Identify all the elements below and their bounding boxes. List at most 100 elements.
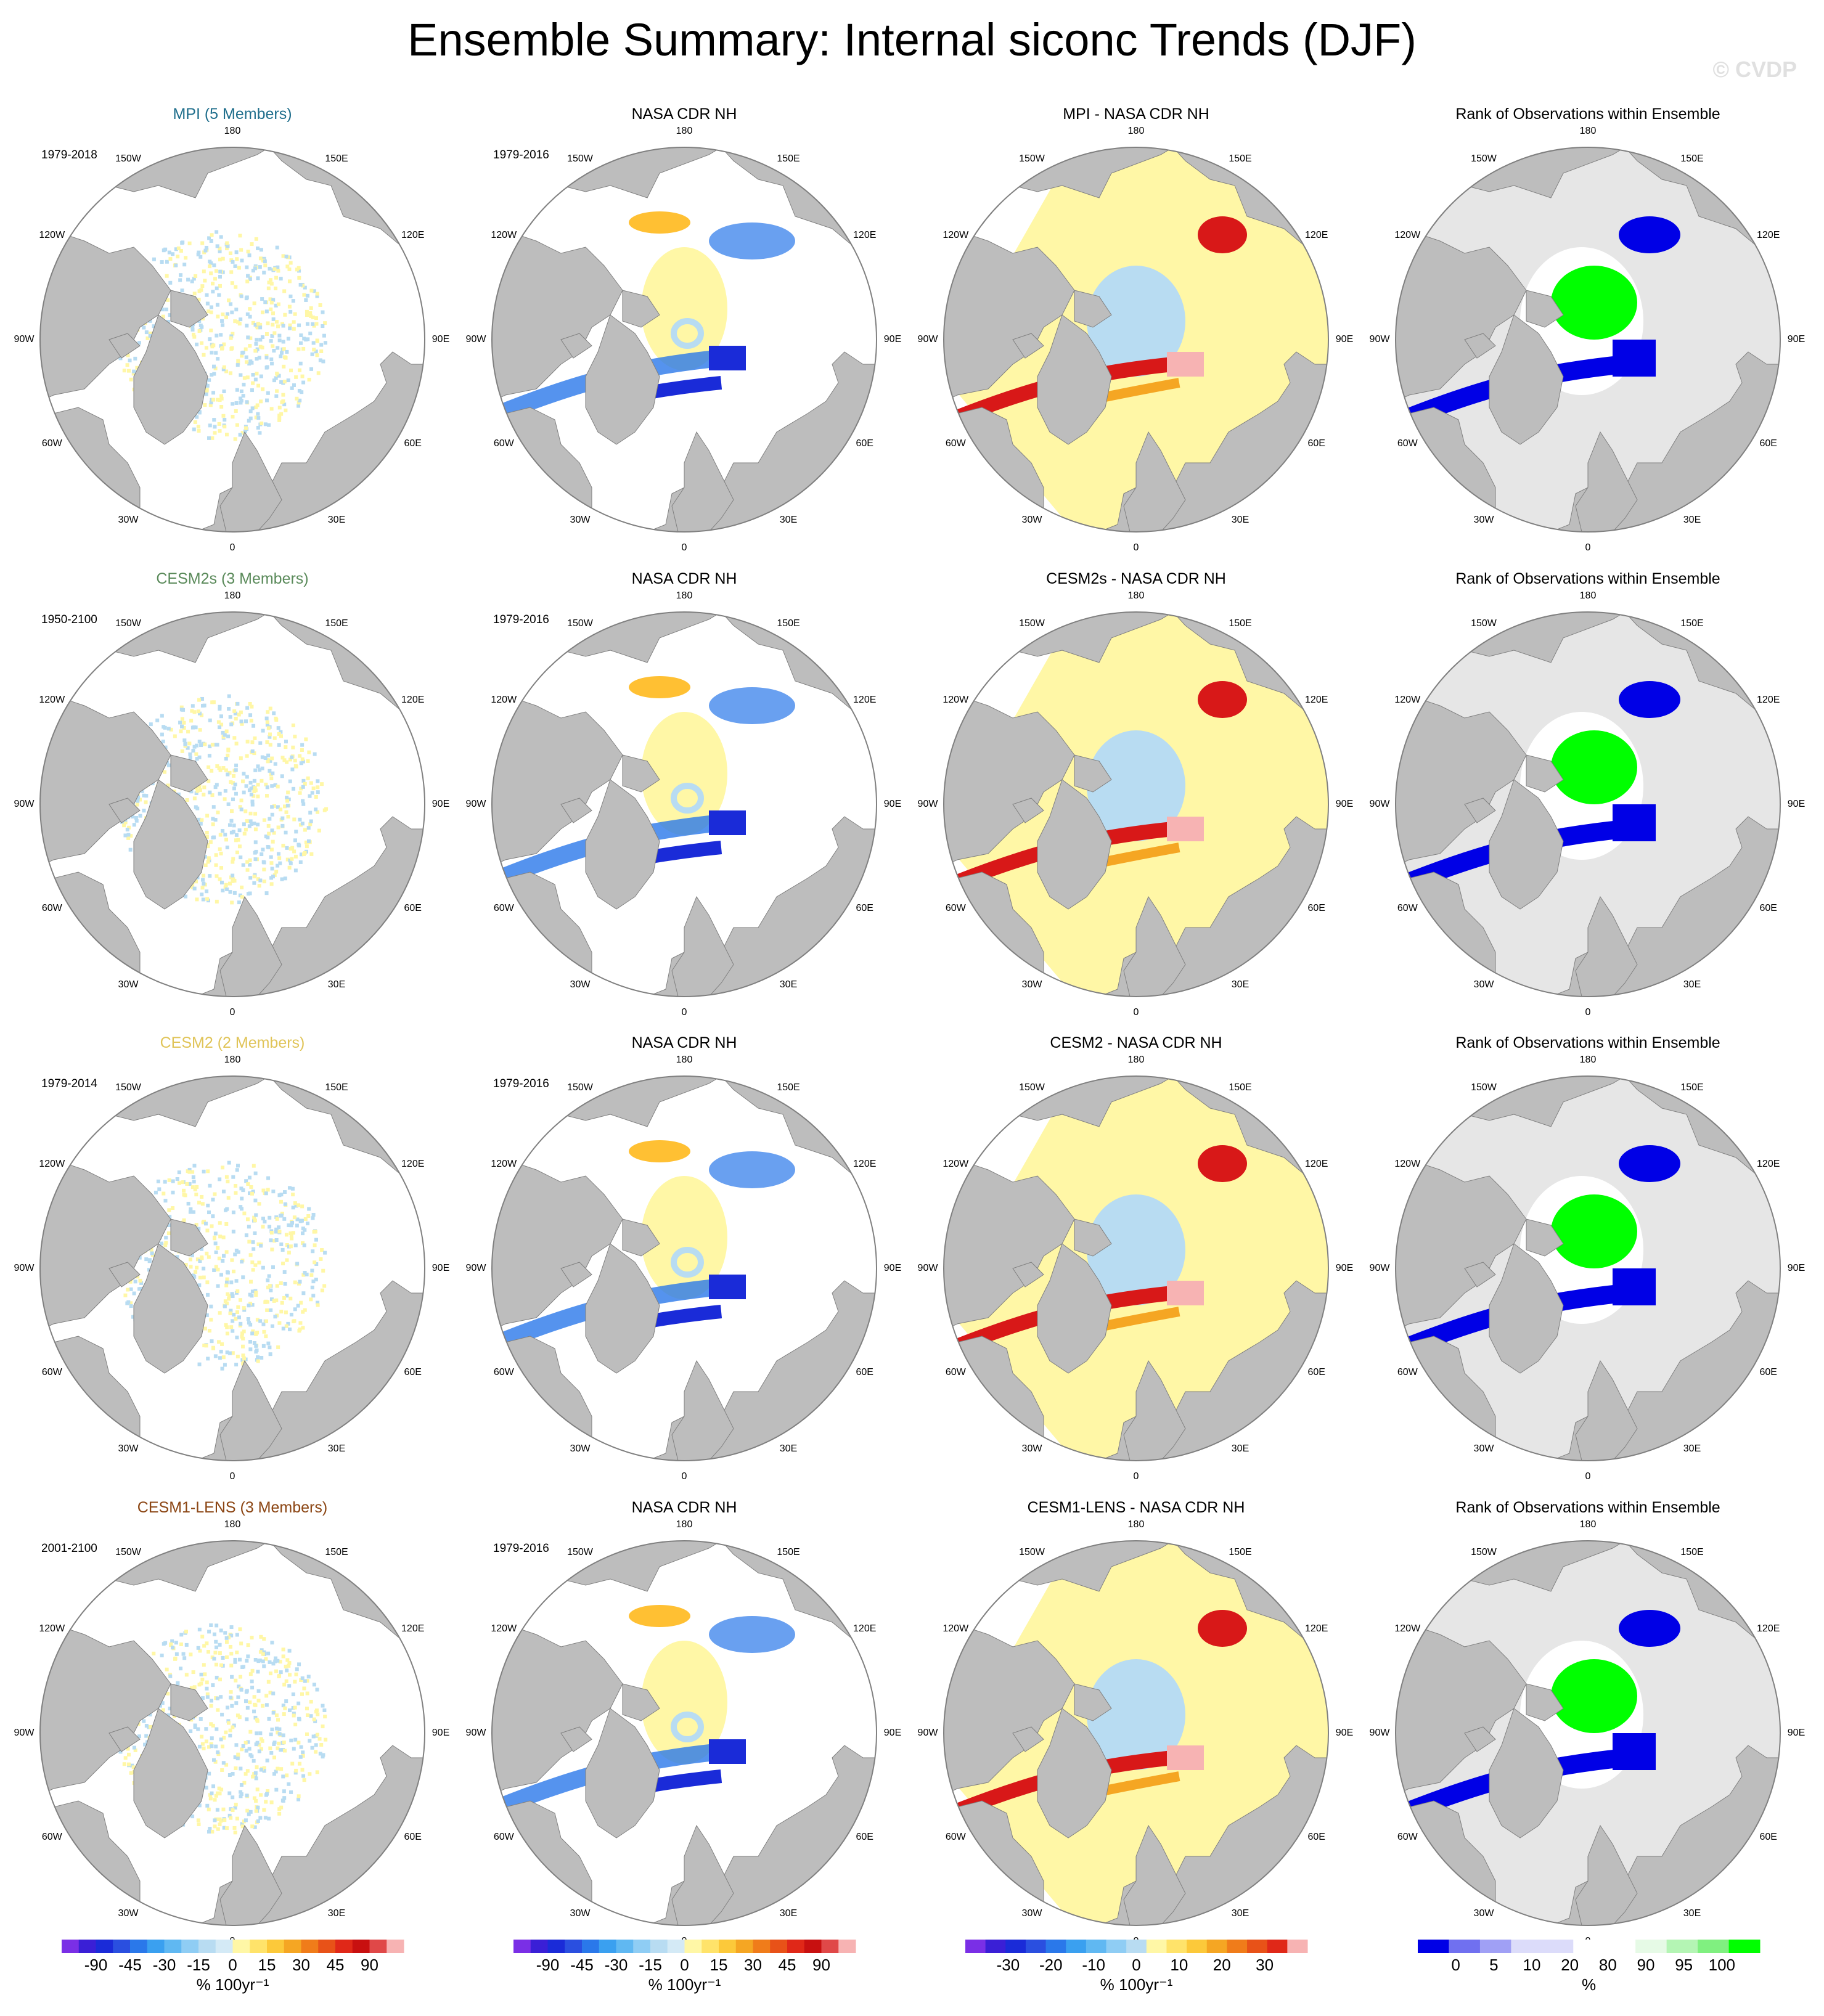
colorbar-swatch	[1166, 1940, 1187, 1953]
longitude-label: 180	[224, 1519, 241, 1530]
colorbar-swatch	[1086, 1940, 1107, 1953]
longitude-label: 90W	[917, 799, 938, 809]
longitude-label: 30W	[118, 1443, 139, 1454]
map-rank-row-4	[1395, 1540, 1781, 1926]
longitude-label: 120W	[1394, 695, 1421, 705]
longitude-label: 30E	[1683, 1908, 1701, 1919]
longitude-label: 150E	[1229, 1082, 1252, 1093]
longitude-label: 90E	[883, 1263, 902, 1273]
longitude-label: 0	[229, 1471, 235, 1482]
period-label-row-4-model: 2001-2100	[41, 1542, 97, 1555]
longitude-label: 60W	[945, 903, 966, 913]
longitude-label: 90E	[431, 1263, 450, 1273]
longitude-label: 0	[1133, 1007, 1139, 1018]
period-label-row-3-obs: 1979-2016	[493, 1077, 549, 1090]
longitude-label: 150W	[115, 1082, 141, 1093]
colorbar-swatch	[130, 1940, 148, 1953]
colorbar-swatch	[684, 1940, 702, 1953]
longitude-label: 0	[681, 1471, 687, 1482]
longitude-label: 30W	[1473, 979, 1494, 990]
longitude-label: 90E	[1787, 799, 1806, 809]
longitude-label: 180	[1579, 1519, 1597, 1530]
longitude-label: 0	[1133, 1471, 1139, 1482]
longitude-label: 30W	[570, 1443, 591, 1454]
colorbar-3	[965, 1940, 1308, 1953]
panel-title-model-row-4: CESM1-LENS (3 Members)	[137, 1499, 328, 1516]
colorbar-swatch	[582, 1940, 600, 1953]
colorbar-swatch	[1045, 1940, 1066, 1953]
colorbar-4	[1418, 1940, 1761, 1953]
colorbar-tick-label: 30	[292, 1956, 310, 1974]
longitude-label: 90W	[465, 1728, 486, 1738]
longitude-label: 180	[1579, 126, 1597, 136]
colorbar-swatch	[1187, 1940, 1208, 1953]
colorbar-tick-label: 100	[1708, 1956, 1736, 1974]
longitude-label: 0	[1585, 1007, 1591, 1018]
longitude-label: 90W	[465, 799, 486, 809]
longitude-label: 150W	[115, 618, 141, 629]
colorbar-swatch	[565, 1940, 583, 1953]
longitude-label: 120W	[1394, 1159, 1421, 1169]
colorbar-swatch	[838, 1940, 856, 1953]
colorbar-tick-label: 20	[1213, 1956, 1231, 1974]
longitude-label: 150E	[1229, 153, 1252, 165]
colorbar-tick-label: 30	[1256, 1956, 1274, 1974]
longitude-label: 30E	[327, 1443, 346, 1454]
longitude-label: 150E	[1680, 618, 1704, 629]
colorbar-tick-label: -45	[118, 1956, 142, 1974]
colorbar-units: %	[1581, 1975, 1597, 1994]
longitude-label: 150W	[1019, 153, 1045, 165]
longitude-label: 30W	[570, 979, 591, 990]
longitude-label: 150W	[1471, 618, 1497, 629]
period-label-row-1-model: 1979-2018	[41, 149, 97, 161]
longitude-label: 30E	[779, 979, 798, 990]
map-rank-row-1	[1395, 147, 1781, 533]
colorbar-swatch	[753, 1940, 771, 1953]
panel-title-model-row-1: MPI (5 Members)	[173, 105, 292, 123]
panel-title-obs-row-3: NASA CDR NH	[631, 1034, 737, 1051]
colorbar-tick-label: 0	[680, 1956, 689, 1974]
longitude-label: 150E	[325, 1547, 348, 1558]
colorbar-swatch	[650, 1940, 668, 1953]
longitude-label: 30E	[779, 514, 798, 525]
longitude-label: 120W	[491, 1623, 517, 1634]
longitude-label: 150W	[1019, 1082, 1045, 1093]
longitude-label: 30W	[570, 514, 591, 525]
map-obs-row-4	[491, 1540, 877, 1926]
longitude-label: 60E	[1759, 1832, 1777, 1842]
longitude-label: 90W	[917, 1263, 938, 1273]
colorbar-swatch	[318, 1940, 336, 1953]
longitude-label: 60E	[404, 438, 422, 449]
longitude-label: 150W	[567, 1547, 593, 1558]
longitude-label: 90E	[1335, 799, 1354, 809]
map-rank-row-3	[1395, 1075, 1781, 1461]
longitude-label: 90E	[1787, 1263, 1806, 1273]
longitude-label: 30E	[1231, 1908, 1249, 1919]
longitude-label: 30E	[1683, 514, 1701, 525]
longitude-label: 60E	[404, 903, 422, 913]
longitude-label: 180	[1127, 1055, 1145, 1065]
longitude-label: 30W	[1021, 979, 1042, 990]
colorbar-tick-label: 30	[744, 1956, 762, 1974]
figure-title: Ensemble Summary: Internal siconc Trends…	[407, 14, 1417, 65]
longitude-label: 120W	[491, 1159, 517, 1169]
longitude-label: 60W	[41, 1367, 62, 1377]
longitude-label: 30E	[327, 514, 346, 525]
panel-title-diff-row-2: CESM2s - NASA CDR NH	[1046, 570, 1226, 587]
colorbar-units: % 100yr⁻¹	[648, 1975, 721, 1994]
longitude-label: 60W	[945, 1367, 966, 1377]
longitude-label: 120E	[853, 230, 877, 240]
longitude-label: 30W	[1021, 514, 1042, 525]
colorbar-swatch	[1206, 1940, 1227, 1953]
longitude-label: 180	[224, 126, 241, 136]
longitude-label: 120E	[401, 230, 425, 240]
longitude-label: 180	[1127, 590, 1145, 601]
longitude-label: 0	[1585, 1471, 1591, 1482]
colorbar-1	[62, 1940, 404, 1953]
longitude-label: 120E	[853, 1623, 877, 1634]
colorbar-swatch	[719, 1940, 737, 1953]
panel-title-rank-row-3: Rank of Observations within Ensemble	[1455, 1034, 1720, 1051]
colorbar-swatch	[1698, 1940, 1730, 1953]
longitude-label: 150W	[567, 153, 593, 165]
map-rank-row-2	[1395, 611, 1781, 997]
